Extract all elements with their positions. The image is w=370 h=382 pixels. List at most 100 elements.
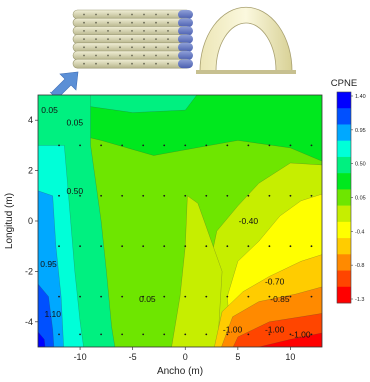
tube-segment — [72, 9, 193, 20]
contour-label: -0.85 — [270, 294, 290, 304]
sample-point — [100, 333, 103, 336]
sample-point — [100, 144, 103, 147]
contour-label: 0.95 — [40, 259, 57, 269]
tube-segment — [72, 17, 193, 28]
sample-point — [163, 333, 166, 336]
sample-point — [247, 144, 250, 147]
sample-point — [247, 194, 250, 197]
colorbar-tick-label: 1.40 — [355, 94, 366, 100]
colorbar-swatch — [337, 124, 351, 141]
sample-point — [226, 194, 229, 197]
sample-point — [289, 333, 292, 336]
sample-point — [310, 144, 313, 147]
colorbar-swatch — [337, 173, 351, 190]
x-tick-label: 5 — [235, 352, 240, 362]
y-tick-label: -2 — [25, 266, 33, 276]
sample-point — [226, 333, 229, 336]
colorbar-swatch — [337, 156, 351, 174]
sample-point — [79, 245, 81, 248]
contour-band-bottom-min — [258, 332, 322, 347]
sample-point — [289, 295, 292, 298]
sample-point — [79, 144, 81, 147]
contour-label: -1.00 — [291, 329, 311, 339]
sample-point — [205, 144, 208, 147]
colorbar-tick-label: -0.4 — [355, 229, 364, 235]
contour-label: -1.00 — [265, 324, 285, 334]
y-axis: -4 -2 0 2 4 — [25, 115, 38, 327]
sample-point — [247, 295, 250, 298]
sample-point — [205, 333, 208, 336]
sample-point — [289, 194, 292, 197]
direction-arrow-icon — [49, 71, 79, 100]
y-tick-label: 0 — [28, 216, 33, 226]
sample-point — [121, 333, 124, 336]
colorbar-swatch — [337, 140, 351, 158]
sample-point — [58, 295, 60, 298]
colorbar-title: CPNE — [331, 78, 357, 89]
sample-point — [121, 144, 124, 147]
sample-point — [268, 245, 271, 248]
sample-point — [289, 144, 292, 147]
x-tick-label: 10 — [285, 352, 295, 362]
sample-point — [142, 333, 145, 336]
contour-label: -0.40 — [239, 216, 259, 226]
colorbar-tick-label: -1.3 — [355, 297, 364, 303]
sample-point — [268, 194, 271, 197]
sample-point — [268, 333, 271, 336]
colorbar-swatch — [337, 221, 351, 239]
contour-band-left-max — [38, 331, 46, 347]
sample-point — [184, 144, 187, 147]
sample-point — [121, 245, 124, 248]
sample-point — [226, 144, 229, 147]
contour-label: -1.00 — [223, 324, 243, 334]
sample-point — [142, 194, 145, 197]
sample-point — [142, 245, 145, 248]
y-tick-label: 4 — [28, 115, 33, 125]
plot-area: 0.05 0.05 0.50 0.95 1.10 0.05 -0.40 -0.70 -0.85 -… — [37, 94, 323, 348]
colorbar-tick-label: 0.95 — [355, 128, 366, 134]
sample-point — [121, 295, 124, 298]
colorbar-tick-label: -0.8 — [355, 263, 364, 269]
sample-point — [163, 144, 166, 147]
sample-point — [184, 295, 187, 298]
colorbar-tick-label: 0.50 — [355, 162, 366, 168]
contour-label: 0.05 — [41, 105, 58, 115]
sample-point — [58, 245, 60, 248]
sample-point — [184, 194, 187, 197]
tube-segment — [72, 50, 193, 61]
sample-point — [100, 194, 103, 197]
sample-point — [79, 295, 81, 298]
sample-point — [100, 295, 103, 298]
y-tick-label: -4 — [25, 317, 33, 327]
greenhouse-arch-illustration — [196, 6, 296, 74]
tube-segment — [72, 42, 193, 53]
colorbar: CPNE 1.40 0.95 0.50 0.05 -0.4 -0.8 -1.3 — [331, 78, 366, 304]
contour-label: 1.10 — [44, 309, 61, 319]
sample-point — [205, 295, 208, 298]
x-tick-label: -5 — [129, 352, 137, 362]
contour-label: 0.50 — [67, 186, 84, 196]
colorbar-tick-label: 0.05 — [355, 196, 366, 202]
sample-point — [310, 194, 313, 197]
colorbar-swatch — [337, 92, 351, 109]
sample-point — [268, 295, 271, 298]
x-tick-label: 0 — [183, 352, 188, 362]
x-tick-label: -10 — [74, 352, 87, 362]
sample-point — [247, 245, 250, 248]
sample-point — [58, 333, 60, 336]
sample-point — [79, 333, 81, 336]
contour-label: -0.70 — [265, 276, 285, 286]
tube-segment — [72, 58, 193, 69]
sample-point — [310, 333, 313, 336]
sample-point — [205, 194, 208, 197]
colorbar-swatch — [337, 189, 351, 206]
colorbar-swatch — [337, 205, 351, 223]
y-axis-label: Longitud (m) — [4, 193, 15, 249]
contour-band-middle — [171, 195, 223, 347]
sample-point — [163, 295, 166, 298]
sample-point — [247, 333, 250, 336]
sample-point — [310, 295, 313, 298]
colorbar-swatch — [337, 108, 351, 125]
y-tick-label: 2 — [28, 166, 33, 176]
